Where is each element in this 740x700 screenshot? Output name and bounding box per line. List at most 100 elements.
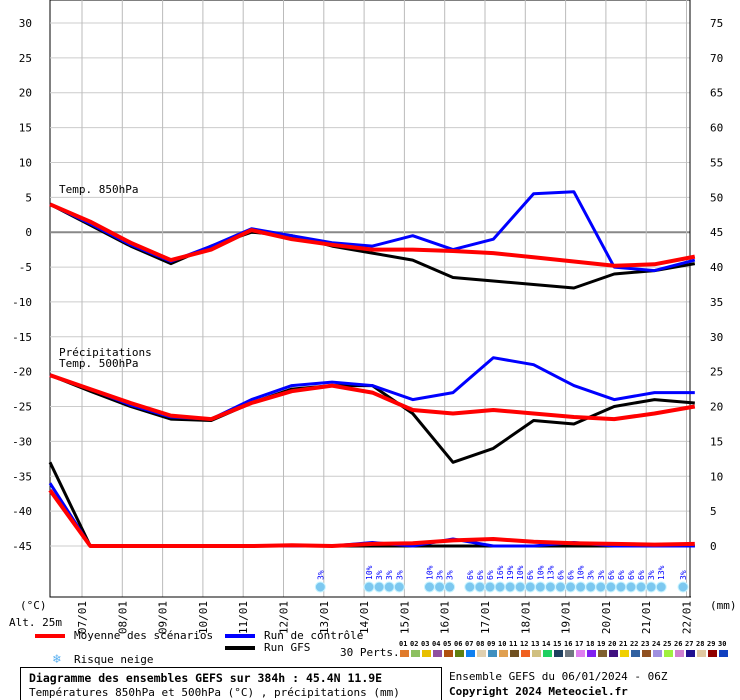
legend-control-swatch: [225, 634, 255, 638]
pert-swatch: [620, 650, 629, 657]
right-tick-label: 40: [710, 261, 723, 274]
pert-swatch: [697, 650, 706, 657]
pert-label: 24: [652, 640, 661, 648]
snow-risk-icon: [645, 581, 657, 593]
snow-risk-icon: [434, 581, 446, 593]
pert-label: 29: [707, 640, 716, 648]
snow-risk-pct: 16%: [496, 565, 505, 580]
left-tick-label: -20: [12, 366, 32, 379]
x-tick-label: 09/01: [157, 601, 170, 634]
chart-title: Diagramme des ensembles GEFS sur 384h : …: [29, 671, 383, 685]
snow-risk-icon: [595, 581, 607, 593]
right-tick-label: 10: [710, 470, 723, 483]
pert-swatch: [708, 650, 717, 657]
snow-risk-pct: 3%: [385, 570, 394, 580]
x-tick-label: 11/01: [237, 601, 250, 634]
snow-risk-pct: 6%: [526, 570, 535, 580]
pert-label: 21: [619, 640, 628, 648]
snow-risk-icon: [484, 581, 496, 593]
snow-risk-icon: [444, 581, 456, 593]
left-tick-label: -30: [12, 435, 32, 448]
snow-risk-icon: [383, 581, 395, 593]
pert-swatch: [455, 650, 464, 657]
x-tick-label: 21/01: [640, 601, 653, 634]
title-box: Diagramme des ensembles GEFS sur 384h : …: [20, 667, 442, 700]
right-tick-label: 25: [710, 366, 723, 379]
snow-risk-pct: 10%: [536, 565, 545, 580]
series-precip_mm-moyenne-des-sc-narios: [48, 489, 695, 548]
pert-swatch: [554, 650, 563, 657]
pert-swatch: [675, 650, 684, 657]
right-tick-label: 70: [710, 52, 723, 65]
x-tick-label: 10/01: [197, 601, 210, 634]
x-tick-label: 17/01: [479, 601, 492, 634]
pert-swatch: [631, 650, 640, 657]
pert-label: 23: [641, 640, 650, 648]
panel-label-t500: Temp. 500hPa: [59, 357, 138, 370]
pert-swatch: [543, 650, 552, 657]
legend-gfs-swatch: [225, 646, 255, 650]
snow-risk-icon: [504, 581, 516, 593]
pert-swatch: [532, 650, 541, 657]
snow-risk-icon: [677, 581, 689, 593]
snow-risk-pct: 6%: [567, 570, 576, 580]
pert-label: 26: [674, 640, 683, 648]
pert-label: 06: [454, 640, 463, 648]
pert-swatch: [587, 650, 596, 657]
x-tick-label: 15/01: [398, 601, 411, 634]
x-tick-label: 20/01: [600, 601, 613, 634]
left-tick-label: 20: [19, 87, 32, 100]
left-tick-label: -15: [12, 331, 32, 344]
pert-label: 25: [663, 640, 672, 648]
snow-risk-pct: 3%: [587, 570, 596, 580]
pert-label: 07: [465, 640, 474, 648]
snow-risk-pct: 3%: [395, 570, 404, 580]
snow-risk-icon: [655, 581, 667, 593]
snow-risk-icon: [514, 581, 526, 593]
series-t850-run-gfs: [49, 202, 696, 290]
snow-risk-icon: [363, 581, 375, 593]
x-tick-label: 07/01: [76, 601, 89, 634]
x-tick-label: 18/01: [519, 601, 532, 634]
snow-risk-icon: [373, 581, 385, 593]
snow-risk-icon: [393, 581, 405, 593]
snow-risk-pct: 13%: [657, 565, 666, 580]
x-tick-label: 08/01: [116, 601, 129, 634]
snow-risk-pct: 3%: [316, 570, 325, 580]
x-tick-label: 13/01: [318, 601, 331, 634]
series-t500-moyenne-des-sc-narios: [49, 373, 696, 422]
series-t850-moyenne-des-sc-narios: [49, 202, 696, 268]
x-tick-label: 14/01: [358, 601, 371, 634]
pert-swatch: [642, 650, 651, 657]
left-tick-label: -25: [12, 401, 32, 414]
snow-risk-pct: 6%: [556, 570, 565, 580]
pert-label: 03: [421, 640, 430, 648]
pert-swatch: [565, 650, 574, 657]
snow-risk-pct: 6%: [486, 570, 495, 580]
right-tick-label: 75: [710, 17, 723, 30]
pert-label: 05: [443, 640, 452, 648]
pert-label: 27: [685, 640, 694, 648]
snow-risk-pct: 3%: [446, 570, 455, 580]
snow-risk-icon: [314, 581, 326, 593]
right-tick-label: 65: [710, 87, 723, 100]
x-tick-label: 22/01: [681, 601, 694, 634]
snow-risk-pct: 3%: [679, 570, 688, 580]
snow-risk-pct: 3%: [647, 570, 656, 580]
snow-risk-icon: [625, 581, 637, 593]
pert-swatch: [411, 650, 420, 657]
pert-label: 12: [520, 640, 529, 648]
left-tick-label: 0: [25, 226, 32, 239]
snow-risk-icon: [474, 581, 486, 593]
right-tick-label: 55: [710, 156, 723, 169]
pert-label: 10: [498, 640, 507, 648]
left-tick-label: -40: [12, 505, 32, 518]
snow-risk-icon: [605, 581, 617, 593]
right-tick-label: 30: [710, 331, 723, 344]
snow-risk-icon: [575, 581, 587, 593]
snow-risk-icon: [524, 581, 536, 593]
snowflake-icon: ❄: [53, 652, 61, 667]
snow-risk-icon: [565, 581, 577, 593]
pert-swatch: [719, 650, 728, 657]
pert-label: 02: [410, 640, 419, 648]
